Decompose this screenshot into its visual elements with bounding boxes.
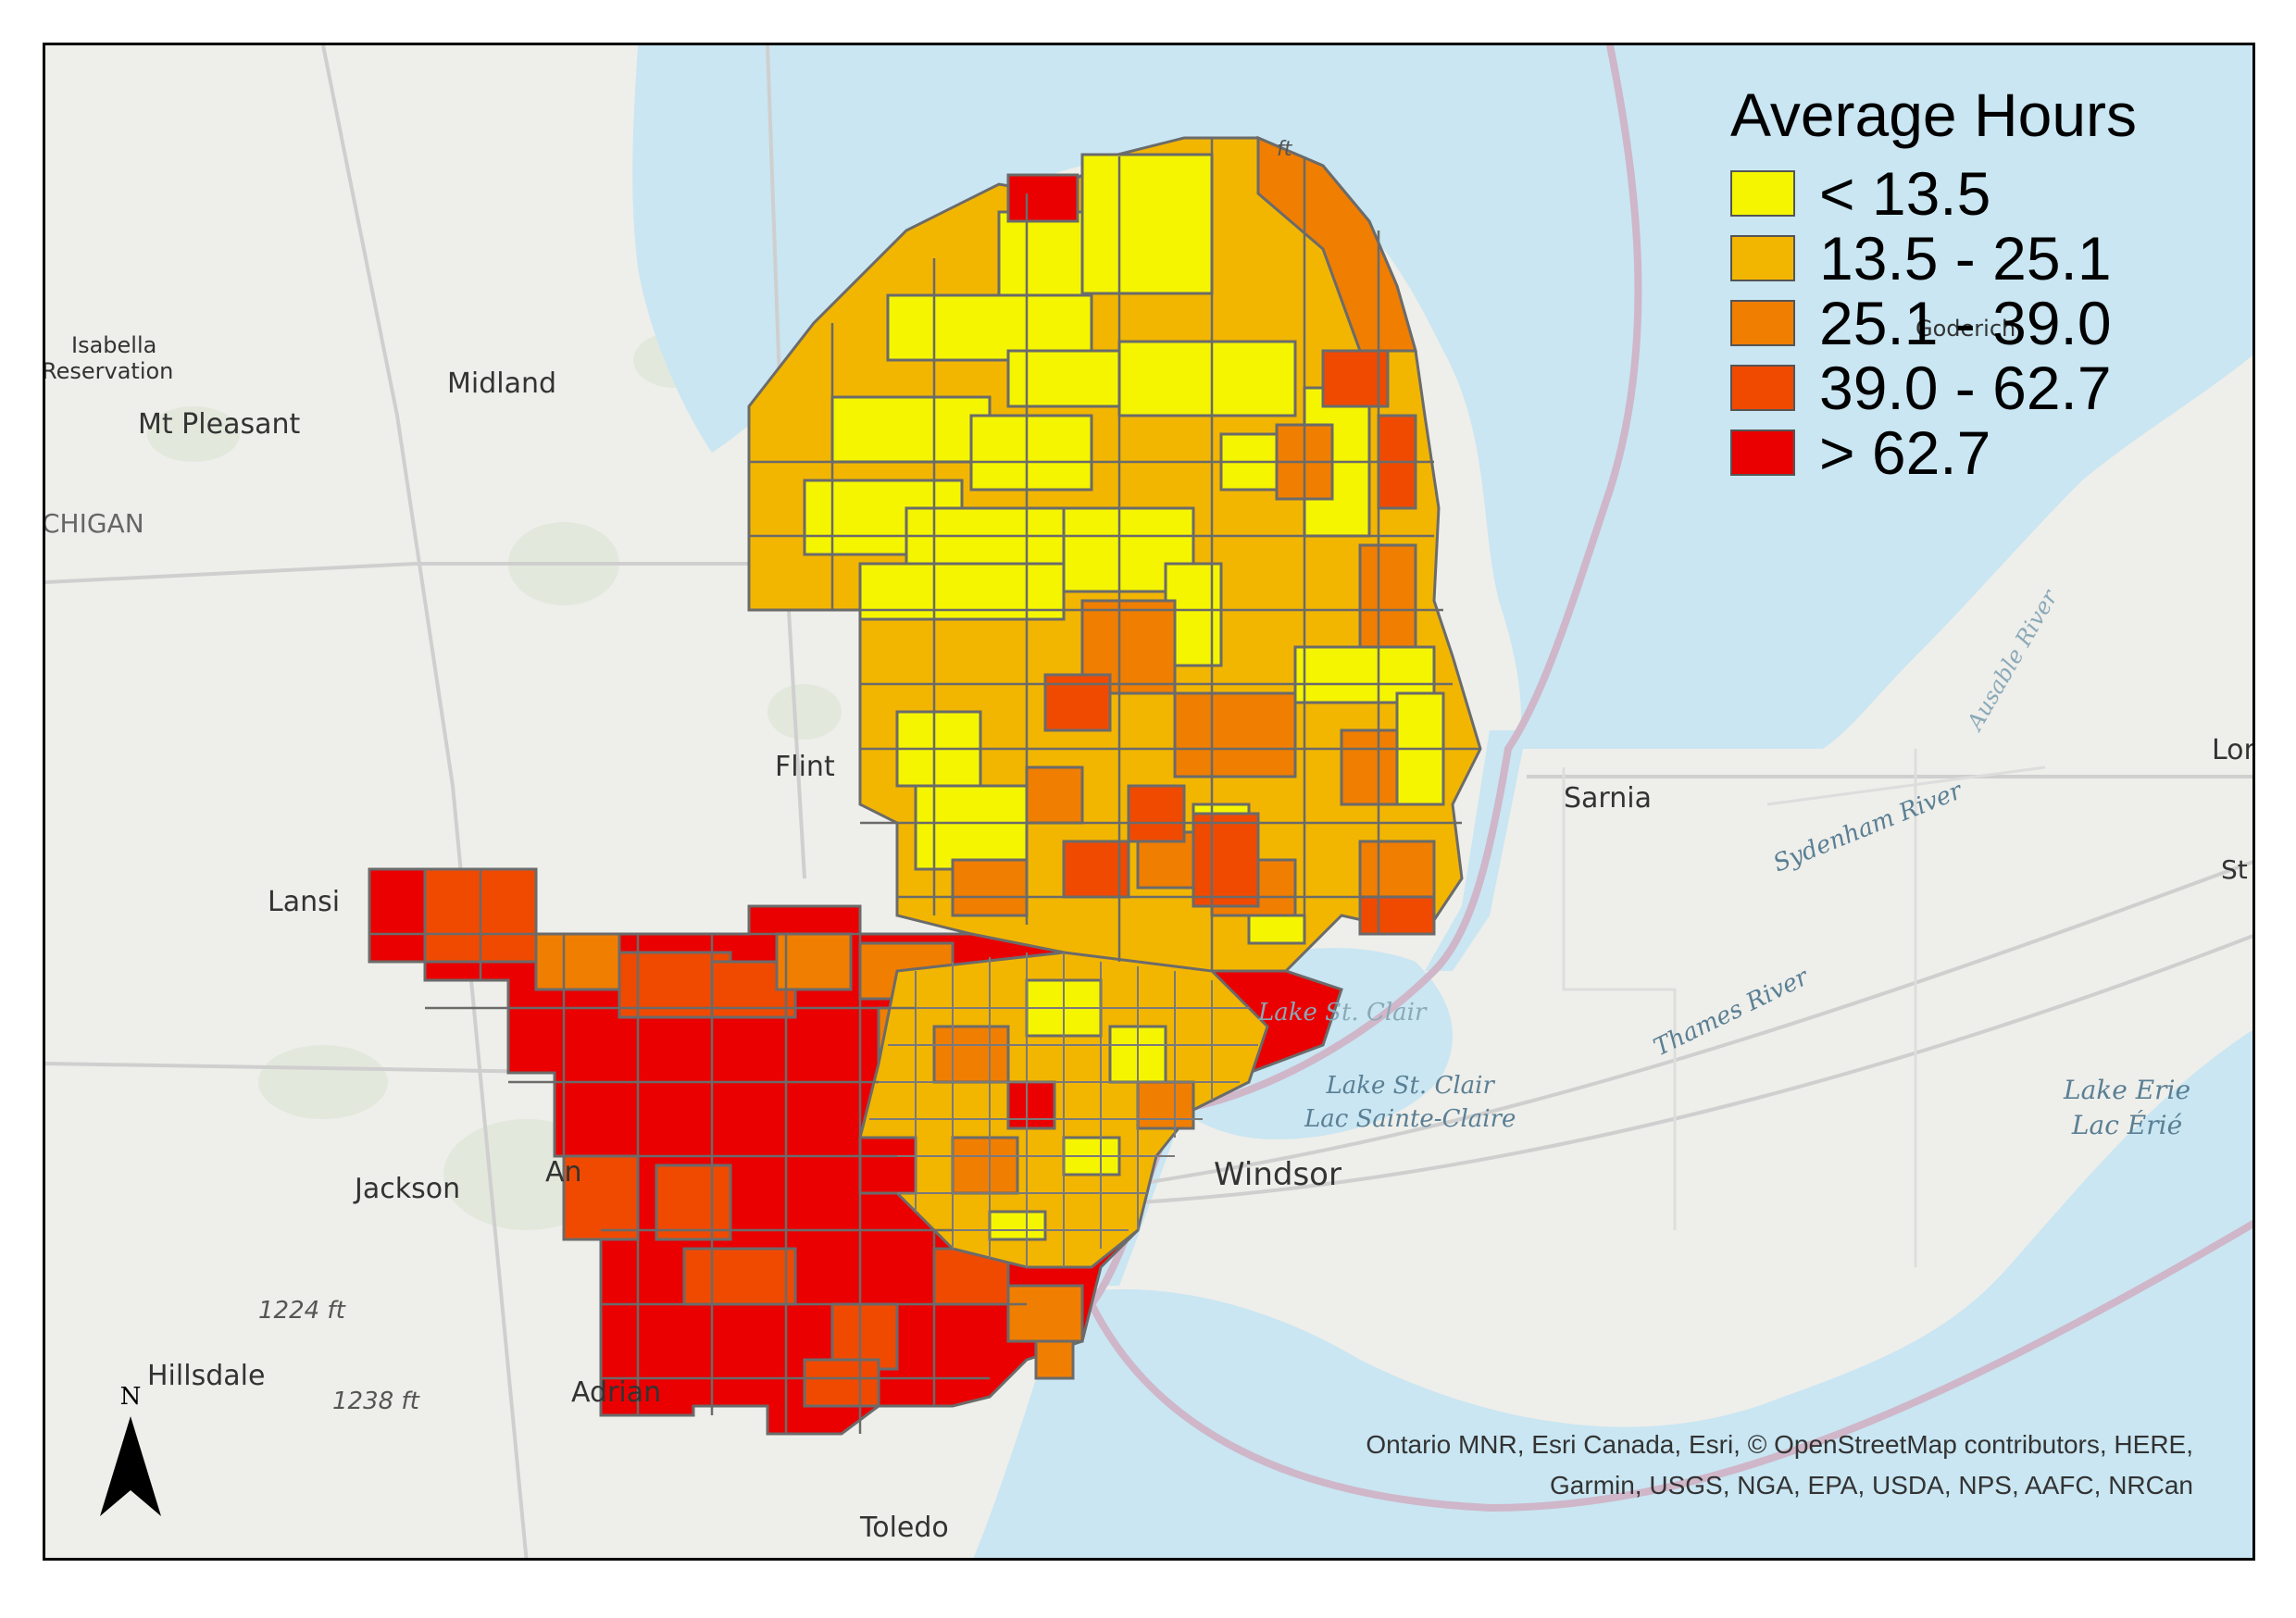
class-lt-13-5-areas (803, 153, 1445, 945)
label-london: Lon (2212, 734, 2252, 766)
north-letter: N (119, 1383, 142, 1411)
label-windsor: Windsor (1214, 1156, 1341, 1193)
urban-core-red (858, 1080, 1056, 1195)
urban-core-orange (932, 1025, 1195, 1195)
label-michigan: CHIGAN (43, 508, 144, 539)
label-lake-erie: Lake Erie Lac Érié (2064, 1073, 2190, 1143)
map-legend: Average Hours < 13.5 13.5 - 25.1 25.1 - … (1730, 84, 2137, 490)
label-lake-st-clair-en: Lake St. Clair (1326, 1072, 1494, 1100)
label-hillsdale: Hillsdale (147, 1360, 266, 1392)
legend-item-lt-13-5: < 13.5 (1730, 159, 2137, 228)
label-toledo: Toledo (860, 1512, 949, 1544)
urban-mesh (869, 952, 1258, 1267)
international-border (1087, 45, 2252, 1512)
elevation-1224: 1224 ft (258, 1297, 345, 1325)
label-adrian: Adrian (571, 1376, 662, 1409)
elevation-1238: 1238 ft (332, 1388, 419, 1415)
legend-item-gt-62-7: > 62.7 (1730, 418, 2137, 487)
class-25-1-39-0-areas (951, 135, 1436, 917)
label-lake-st-clair: Lake St. Clair Lac Sainte-Claire (1304, 1069, 1516, 1136)
map-frame: Isabella Reservation Midland Mt Pleasant… (43, 43, 2255, 1561)
legend-label: 25.1 - 39.0 (1819, 289, 2112, 357)
legend-item-13-5-25-1: 13.5 - 25.1 (1730, 224, 2137, 292)
canada-admin-lines (1562, 749, 2046, 1267)
choropleth-region (368, 135, 1482, 1436)
lake-erie (973, 1029, 2252, 1558)
label-ann-arbor: An (545, 1156, 582, 1189)
class-25-1-39-0-south (534, 932, 1084, 1380)
legend-swatch (1730, 429, 1795, 476)
class-gt-62-7-north-tip (1006, 173, 1079, 223)
legend-swatch (1730, 170, 1795, 217)
legend-label: 13.5 - 25.1 (1819, 224, 2112, 292)
label-st: St (2221, 854, 2248, 885)
legend-swatch (1730, 300, 1795, 346)
north-arrow: N (94, 1383, 168, 1522)
label-lansing: Lansi (268, 886, 341, 918)
label-lake-erie-fr: Lac Érié (2071, 1110, 2183, 1140)
legend-label: < 13.5 (1819, 159, 1991, 228)
label-lake-erie-en: Lake Erie (2064, 1075, 2191, 1105)
legend-swatch (1730, 365, 1795, 411)
legend-title: Average Hours (1730, 81, 2138, 149)
label-lake-st-clair-fr: Lac Sainte-Claire (1304, 1105, 1516, 1133)
lake-huron (632, 45, 2252, 749)
legend-item-39-0-62-7: 39.0 - 62.7 (1730, 354, 2137, 422)
attribution-line-1: Ontario MNR, Esri Canada, Esri, © OpenSt… (1366, 1430, 2193, 1459)
label-flint: Flint (775, 751, 835, 783)
label-mt-pleasant: Mt Pleasant (138, 408, 301, 441)
label-isabella: Isabella (71, 332, 157, 358)
elevation-top: ft (1277, 138, 1292, 161)
legend-label: 39.0 - 62.7 (1819, 354, 2112, 422)
legend-label: > 62.7 (1819, 418, 1991, 487)
label-midland: Midland (447, 367, 557, 400)
label-jackson: Jackson (355, 1173, 461, 1205)
label-sarnia: Sarnia (1564, 782, 1652, 815)
attribution-line-2: Garmin, USGS, NGA, EPA, USDA, NPS, AAFC,… (1550, 1471, 2193, 1500)
map-attribution: Ontario MNR, Esri Canada, Esri, © OpenSt… (1175, 1425, 2193, 1506)
north-arrow-icon (100, 1416, 161, 1516)
map-canvas[interactable] (45, 45, 2255, 1561)
section-lines (369, 138, 1480, 1434)
legend-swatch (1730, 235, 1795, 281)
legend-item-25-1-39-0: 25.1 - 39.0 (1730, 289, 2137, 357)
label-goderich: Goderich (1915, 316, 2016, 342)
saginaw-bay (638, 93, 860, 317)
label-lake-st-clair-partial: Lake St. Clair (1258, 999, 1427, 1027)
label-reservation: Reservation (43, 358, 174, 384)
